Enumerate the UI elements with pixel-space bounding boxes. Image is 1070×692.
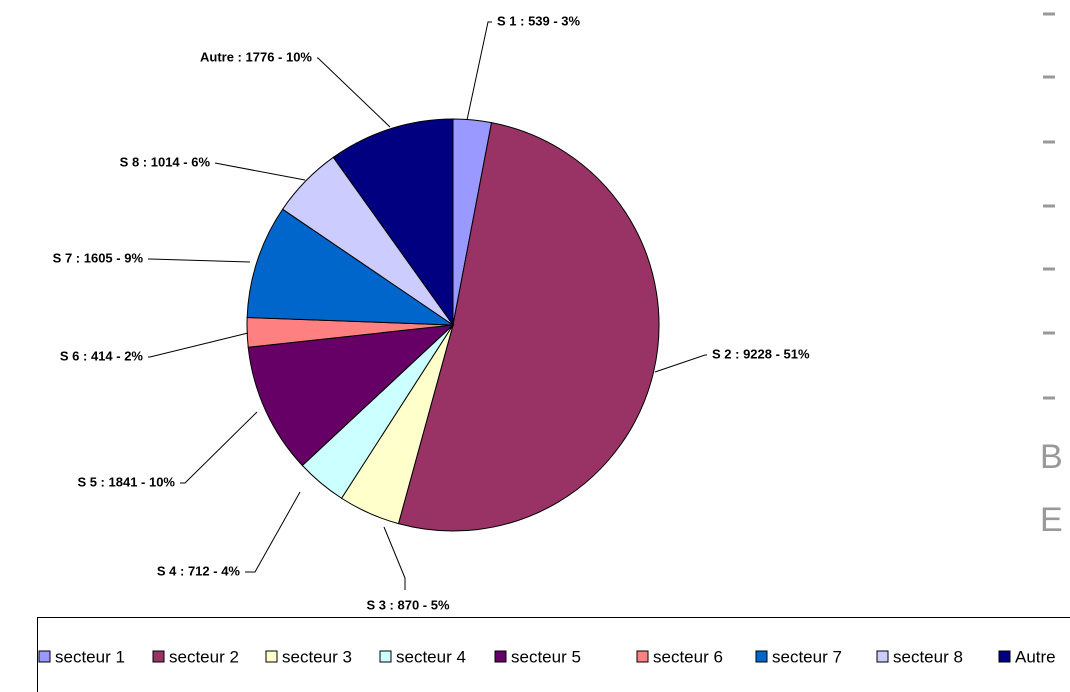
data-label: S 1 : 539 - 3% [497, 13, 581, 28]
pie-slice [397, 122, 660, 532]
leader-line [383, 526, 406, 590]
leader-line [180, 411, 258, 484]
legend-swatch [38, 650, 51, 663]
legend-swatch [379, 650, 392, 663]
legend-label: secteur 5 [511, 647, 581, 666]
legend-label: Autre [1015, 647, 1056, 666]
leader-line [466, 21, 492, 121]
data-label: S 2 : 9228 - 51% [712, 346, 810, 361]
legend-label: secteur 4 [396, 647, 466, 666]
data-label: S 3 : 870 - 5% [366, 597, 450, 612]
legend-label: secteur 3 [282, 647, 352, 666]
data-label: S 8 : 1014 - 6% [120, 154, 211, 169]
data-label: Autre : 1776 - 10% [200, 49, 312, 64]
data-label: S 5 : 1841 - 10% [77, 474, 175, 489]
pie-slice [332, 118, 454, 327]
legend-label: secteur 2 [169, 647, 239, 666]
legend-swatch [636, 650, 649, 663]
legend-swatch [152, 650, 165, 663]
legend-label: secteur 1 [55, 647, 125, 666]
leader-line [148, 332, 249, 358]
leader-line [214, 162, 306, 181]
legend-label: secteur 7 [772, 647, 842, 666]
legend-box [37, 617, 1070, 692]
data-label: S 7 : 1605 - 9% [53, 250, 144, 265]
side-text: E [1040, 501, 1063, 539]
legend-swatch [998, 650, 1011, 663]
pie-slice [246, 208, 455, 326]
side-text: B [1040, 438, 1063, 476]
leader-line [148, 258, 251, 263]
legend-swatch [876, 650, 889, 663]
pie-slice [247, 324, 455, 467]
side-dashes [1043, 12, 1055, 400]
leader-line [317, 57, 391, 128]
legend-swatch [265, 650, 278, 663]
data-label: S 6 : 414 - 2% [60, 348, 144, 363]
data-label: S 4 : 712 - 4% [157, 563, 241, 578]
leader-line [245, 491, 301, 573]
legend-label: secteur 6 [653, 647, 723, 666]
leader-line [654, 354, 707, 373]
legend-swatch [494, 650, 507, 663]
legend-label: secteur 8 [893, 647, 963, 666]
legend-swatch [755, 650, 768, 663]
